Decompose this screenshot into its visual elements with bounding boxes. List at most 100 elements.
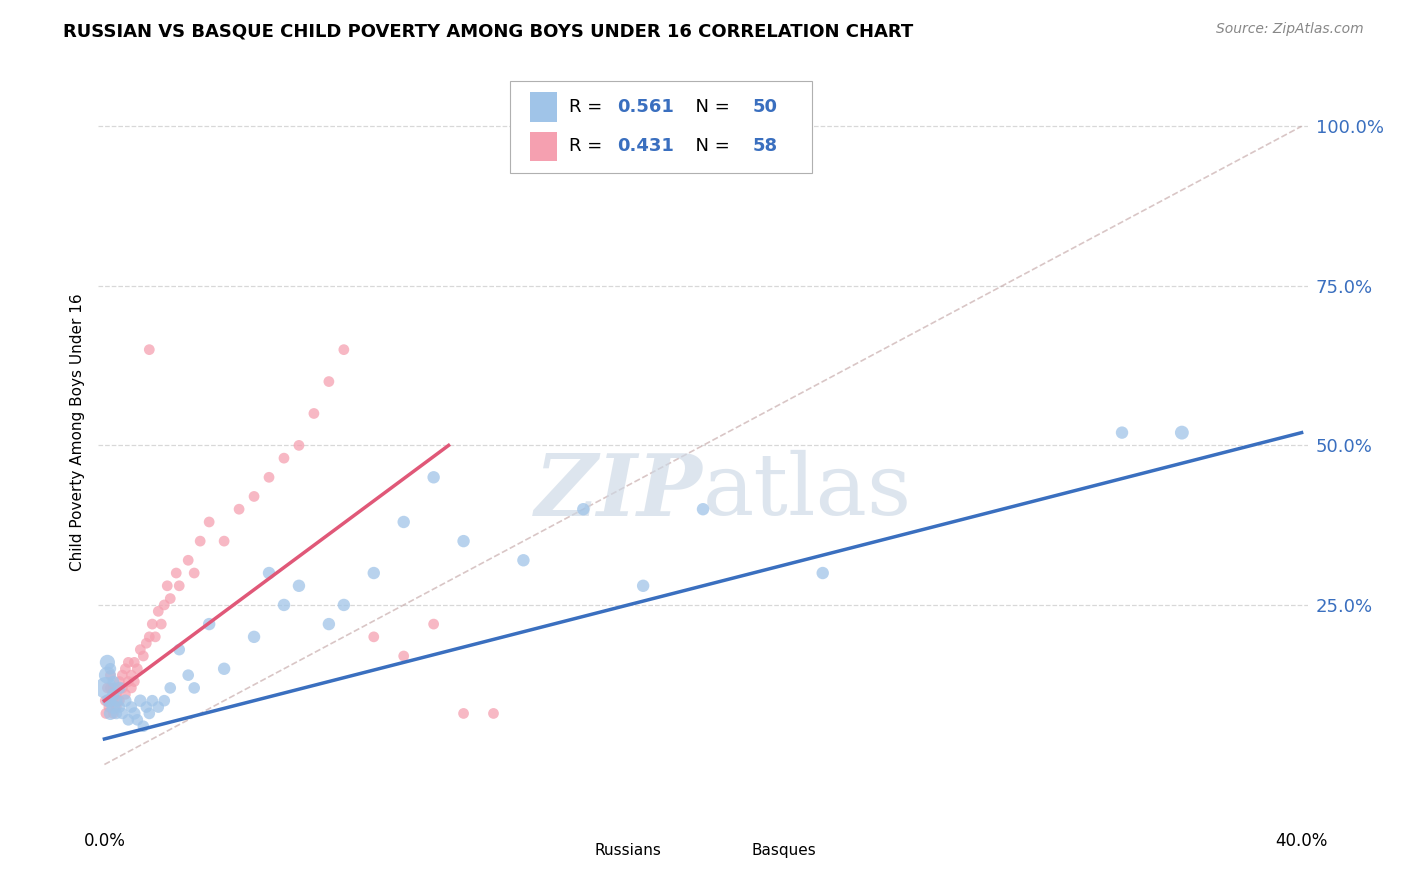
Point bbox=[363, 566, 385, 580]
Text: N =: N = bbox=[683, 98, 735, 116]
Point bbox=[105, 694, 128, 708]
Text: RUSSIAN VS BASQUE CHILD POVERTY AMONG BOYS UNDER 16 CORRELATION CHART: RUSSIAN VS BASQUE CHILD POVERTY AMONG BO… bbox=[63, 22, 914, 40]
Text: Source: ZipAtlas.com: Source: ZipAtlas.com bbox=[1216, 22, 1364, 37]
Point bbox=[141, 617, 163, 632]
Point bbox=[127, 662, 149, 676]
Point bbox=[103, 706, 125, 721]
Point bbox=[177, 668, 200, 682]
Point bbox=[183, 681, 205, 695]
Point bbox=[100, 694, 122, 708]
Point bbox=[100, 694, 122, 708]
Point bbox=[631, 579, 654, 593]
Point bbox=[167, 579, 190, 593]
Point bbox=[129, 642, 152, 657]
Point bbox=[273, 451, 295, 466]
Point bbox=[108, 674, 131, 689]
Text: Russians: Russians bbox=[595, 844, 661, 858]
Text: 0.561: 0.561 bbox=[617, 98, 673, 116]
Point bbox=[228, 502, 250, 516]
Point bbox=[273, 598, 295, 612]
Point bbox=[188, 534, 211, 549]
Point bbox=[94, 706, 117, 721]
Text: 0.431: 0.431 bbox=[617, 137, 673, 155]
Point bbox=[96, 656, 118, 670]
Point bbox=[100, 681, 122, 695]
Text: R =: R = bbox=[569, 98, 607, 116]
Point bbox=[159, 591, 181, 606]
Point bbox=[96, 681, 118, 695]
Point bbox=[97, 700, 120, 714]
Point bbox=[108, 694, 131, 708]
Point bbox=[120, 668, 142, 682]
Point bbox=[453, 534, 475, 549]
Point bbox=[453, 706, 475, 721]
Point bbox=[127, 713, 149, 727]
Point bbox=[100, 668, 122, 682]
Point bbox=[392, 648, 415, 663]
Point bbox=[512, 553, 534, 567]
Point bbox=[117, 713, 139, 727]
Point bbox=[120, 700, 142, 714]
Point bbox=[212, 662, 235, 676]
Point bbox=[108, 700, 131, 714]
Text: atlas: atlas bbox=[703, 450, 912, 533]
Point bbox=[117, 656, 139, 670]
Point bbox=[96, 694, 118, 708]
Point bbox=[482, 706, 505, 721]
Point bbox=[318, 617, 340, 632]
Point bbox=[111, 668, 134, 682]
Point bbox=[117, 674, 139, 689]
Point bbox=[141, 694, 163, 708]
Point bbox=[97, 694, 120, 708]
Point bbox=[148, 604, 170, 618]
Point bbox=[114, 694, 136, 708]
Point bbox=[392, 515, 415, 529]
Text: 50: 50 bbox=[752, 98, 778, 116]
Point bbox=[138, 630, 160, 644]
Point bbox=[135, 700, 157, 714]
Point bbox=[124, 656, 146, 670]
Point bbox=[288, 438, 311, 452]
Point bbox=[103, 694, 125, 708]
Point bbox=[114, 687, 136, 701]
Point bbox=[94, 681, 117, 695]
Point bbox=[422, 617, 444, 632]
Point bbox=[150, 617, 173, 632]
Point bbox=[96, 668, 118, 682]
Point bbox=[132, 648, 155, 663]
Point bbox=[100, 662, 122, 676]
Point bbox=[105, 706, 128, 721]
Point bbox=[422, 470, 444, 484]
Point bbox=[333, 343, 356, 357]
Text: Basques: Basques bbox=[751, 844, 815, 858]
Point bbox=[165, 566, 187, 580]
Point bbox=[243, 490, 266, 504]
Point bbox=[103, 681, 125, 695]
Point bbox=[120, 681, 142, 695]
Point bbox=[288, 579, 311, 593]
Bar bbox=[530, 93, 557, 122]
Point bbox=[1171, 425, 1194, 440]
Point bbox=[124, 706, 146, 721]
Point bbox=[318, 375, 340, 389]
Point bbox=[124, 674, 146, 689]
Point bbox=[143, 630, 166, 644]
Point bbox=[138, 706, 160, 721]
Point bbox=[103, 700, 125, 714]
Text: R =: R = bbox=[569, 137, 607, 155]
Point bbox=[103, 687, 125, 701]
Point bbox=[257, 470, 280, 484]
Point bbox=[94, 694, 117, 708]
Point bbox=[111, 706, 134, 721]
Point bbox=[572, 502, 595, 516]
Point bbox=[243, 630, 266, 644]
Point bbox=[198, 515, 221, 529]
Text: 0.0%: 0.0% bbox=[83, 832, 125, 850]
Point bbox=[212, 534, 235, 549]
Point bbox=[105, 700, 128, 714]
Point bbox=[105, 687, 128, 701]
FancyBboxPatch shape bbox=[509, 81, 811, 173]
Point bbox=[692, 502, 714, 516]
Point bbox=[100, 706, 122, 721]
Point bbox=[135, 636, 157, 650]
